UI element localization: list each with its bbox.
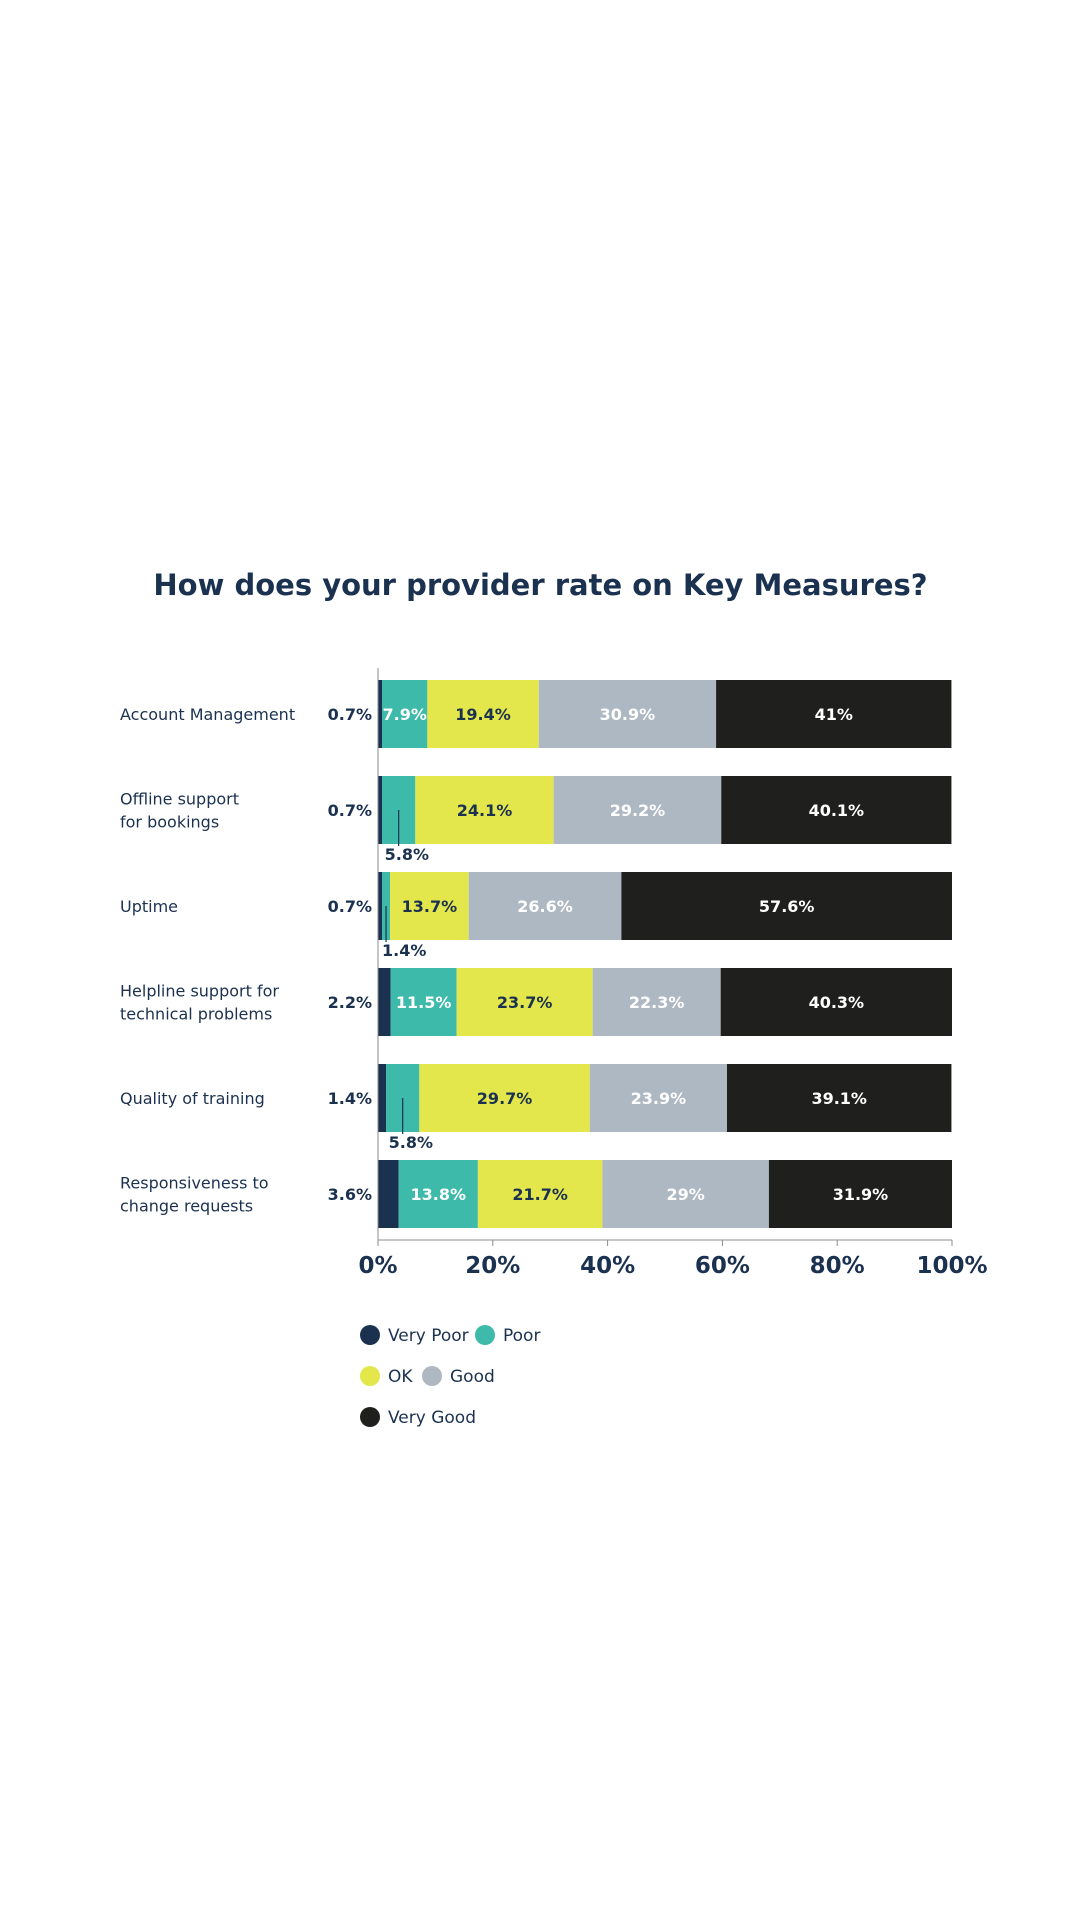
value-label-5-1: 13.8% [411, 1185, 467, 1204]
legend-swatch-1 [475, 1325, 495, 1345]
category-label-2: Uptime [120, 897, 178, 916]
value-label-5-4: 31.9% [833, 1185, 889, 1204]
bar-segment-4-0 [378, 1064, 387, 1132]
x-tick-label-3: 60% [695, 1253, 750, 1279]
bar-segment-5-4 [768, 1160, 952, 1228]
category-label-4: Quality of training [120, 1089, 265, 1108]
bar-segment-0-2 [427, 680, 539, 748]
legend-layer: Very Poor Poor OK Good Very Good [360, 1325, 540, 1428]
bars-layer [378, 680, 952, 1228]
value-label-5-0: 3.6% [328, 1185, 372, 1204]
bar-segment-2-3 [468, 872, 622, 940]
x-tick-label-1: 20% [465, 1253, 520, 1279]
x-tick-label-4: 80% [810, 1253, 865, 1279]
bar-segment-4-3 [589, 1064, 727, 1132]
bar-segment-4-4 [726, 1064, 952, 1132]
value-label-2-2: 13.7% [402, 897, 458, 916]
bar-segment-5-2 [477, 1160, 603, 1228]
value-label-1-0: 0.7% [328, 801, 372, 820]
bar-segment-3-2 [456, 968, 593, 1036]
bar-segment-0-1 [382, 680, 428, 748]
value-label-0-4: 41% [815, 705, 853, 724]
value-label-1-4: 40.1% [809, 801, 865, 820]
bar-segment-2-0 [378, 872, 383, 940]
legend-swatch-4 [360, 1407, 380, 1427]
legend-label-1: Poor [503, 1326, 540, 1346]
value-label-4-4: 39.1% [811, 1089, 867, 1108]
axis-layer: 0% 20% 40% 60% 80% 100% [358, 668, 988, 1279]
category-label-1-line-1: for bookings [120, 813, 219, 832]
value-label-0-2: 19.4% [455, 705, 511, 724]
bar-segment-3-0 [378, 968, 391, 1036]
bar-segment-0-4 [716, 680, 952, 748]
bar-segment-5-3 [602, 1160, 769, 1228]
labels-layer: Account Management 0.7% 7.9% 19.4% 30.9% 41% O… [120, 705, 888, 1216]
bar-segment-3-1 [390, 968, 457, 1036]
bar-segment-5-0 [378, 1160, 399, 1228]
legend-swatch-2 [360, 1366, 380, 1386]
value-label-3-2: 23.7% [497, 993, 553, 1012]
bar-segment-5-1 [398, 1160, 478, 1228]
category-label-5-line-0: Responsiveness to [120, 1174, 269, 1193]
bar-segment-0-3 [538, 680, 717, 748]
legend-label-2: OK [388, 1367, 413, 1387]
value-label-5-3: 29% [667, 1185, 705, 1204]
bar-segment-2-2 [390, 872, 469, 940]
value-label-2-4: 57.6% [759, 897, 815, 916]
value-label-0-1: 7.9% [383, 705, 427, 724]
chart-title: How does your provider rate on Key Measu… [153, 568, 928, 602]
value-label-0-0: 0.7% [328, 705, 372, 724]
value-label-5-2: 21.7% [512, 1185, 568, 1204]
x-tick-label-5: 100% [916, 1253, 987, 1279]
bar-segment-0-0 [378, 680, 383, 748]
value-label-2-3: 26.6% [517, 897, 573, 916]
value-label-1-1: 5.8% [385, 845, 429, 864]
bar-segment-3-3 [592, 968, 721, 1036]
value-label-2-1: 1.4% [382, 941, 426, 960]
legend-swatch-0 [360, 1325, 380, 1345]
value-label-3-4: 40.3% [809, 993, 865, 1012]
value-label-4-3: 23.9% [631, 1089, 687, 1108]
bar-segment-1-0 [378, 776, 383, 844]
category-label-1-line-0: Offline support [120, 790, 239, 809]
value-label-4-2: 29.7% [477, 1089, 533, 1108]
value-label-3-0: 2.2% [328, 993, 372, 1012]
value-label-3-3: 22.3% [629, 993, 685, 1012]
value-label-4-1: 5.8% [389, 1133, 433, 1152]
bar-segment-3-4 [720, 968, 952, 1036]
category-label-3-line-1: technical problems [120, 1005, 272, 1024]
value-label-3-1: 11.5% [396, 993, 452, 1012]
x-tick-label-2: 40% [580, 1253, 635, 1279]
value-label-1-2: 24.1% [457, 801, 513, 820]
value-label-2-0: 0.7% [328, 897, 372, 916]
legend-label-3: Good [450, 1367, 495, 1387]
bar-segment-1-2 [415, 776, 554, 844]
bar-segment-1-3 [553, 776, 722, 844]
value-label-1-3: 29.2% [610, 801, 666, 820]
bar-segment-2-4 [621, 872, 952, 940]
x-tick-label-0: 0% [358, 1253, 397, 1279]
category-label-0: Account Management [120, 705, 295, 724]
legend-label-0: Very Poor [388, 1326, 469, 1346]
bar-segment-4-2 [419, 1064, 590, 1132]
category-label-3-line-0: Helpline support for [120, 982, 279, 1001]
value-label-0-3: 30.9% [600, 705, 656, 724]
bar-segment-1-4 [721, 776, 952, 844]
legend-swatch-3 [422, 1366, 442, 1386]
category-label-5-line-1: change requests [120, 1197, 253, 1216]
value-label-4-0: 1.4% [328, 1089, 372, 1108]
legend-label-4: Very Good [388, 1408, 476, 1428]
